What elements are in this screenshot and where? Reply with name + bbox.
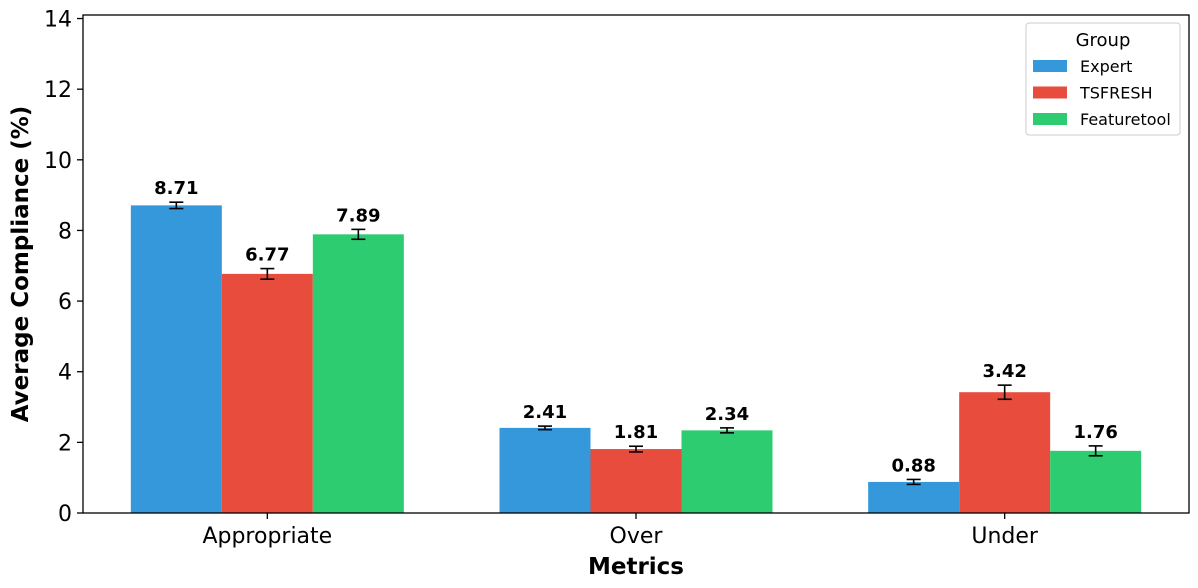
bar-expert-under [868,481,960,513]
error-bar [906,478,921,486]
value-label: 2.41 [523,402,567,423]
value-label: 0.88 [891,455,935,476]
bar-tsfresh-appropriate [221,273,313,513]
plot-frame [82,14,1190,514]
y-tick-label: 2 [58,431,72,456]
legend-items: Expert TSFRESH Featuretool [1033,57,1171,129]
error-bar [1088,445,1103,457]
legend-box [1025,22,1181,136]
value-label: 6.77 [245,245,289,266]
error-bar [260,267,275,280]
legend-item-expert: Expert [1033,57,1132,76]
y-tick-label: 4 [58,361,72,386]
y-tick-label: 8 [58,219,72,244]
y-tick-label: 12 [44,78,72,103]
y-axis-ticks: 0 2 4 6 8 10 12 14 [44,8,83,527]
legend-item-featuretool: Featuretool [1033,110,1171,129]
bar-featuretool-under [1050,450,1142,513]
x-tick-label: Over [610,524,664,549]
value-label: 8.71 [154,178,198,199]
bar-tsfresh-under [959,392,1051,513]
legend: Group Expert TSFRESH Featuretool [1025,22,1181,136]
bar-featuretool-over [681,430,773,513]
error-bar [351,228,366,241]
error-bar [169,201,184,210]
error-bar [629,445,643,453]
y-axis-title: Average Compliance (%) [8,106,34,423]
bar-featuretool-appropriate [312,234,404,513]
error-bar [538,425,552,431]
x-tick-label: Under [971,524,1039,549]
value-label: 7.89 [336,205,380,226]
bar-expert-over [499,427,591,513]
legend-swatch [1033,86,1067,99]
legend-item-tsfresh: TSFRESH [1033,84,1153,103]
error-bar [720,427,734,434]
y-tick-label: 6 [58,290,72,315]
y-tick-label: 0 [58,502,72,527]
bar-tsfresh-over [590,449,682,513]
legend-title: Group [1076,30,1131,51]
error-bar-group [169,201,1103,486]
error-bar [997,384,1012,401]
legend-label: Featuretool [1080,110,1171,129]
legend-swatch [1033,113,1067,125]
bar-expert-appropriate [130,205,222,513]
value-label: 3.42 [982,361,1026,382]
x-tick-label: Appropriate [202,524,332,549]
legend-label: TSFRESH [1079,84,1153,103]
y-tick-label: 14 [44,8,72,33]
value-label: 1.76 [1073,422,1117,443]
value-label: 2.34 [705,404,749,425]
legend-label: Expert [1080,57,1132,76]
value-label: 1.81 [614,422,658,443]
value-label-group: 8.71 6.77 7.89 2.41 1.81 2.34 0.88 3.42 1.76 [154,178,1118,476]
legend-swatch [1033,60,1067,72]
y-tick-label: 10 [44,149,72,174]
bar-group [130,205,1142,513]
x-axis-title: Metrics [588,554,684,580]
x-axis-ticks: Appropriate Over Under [202,513,1039,549]
